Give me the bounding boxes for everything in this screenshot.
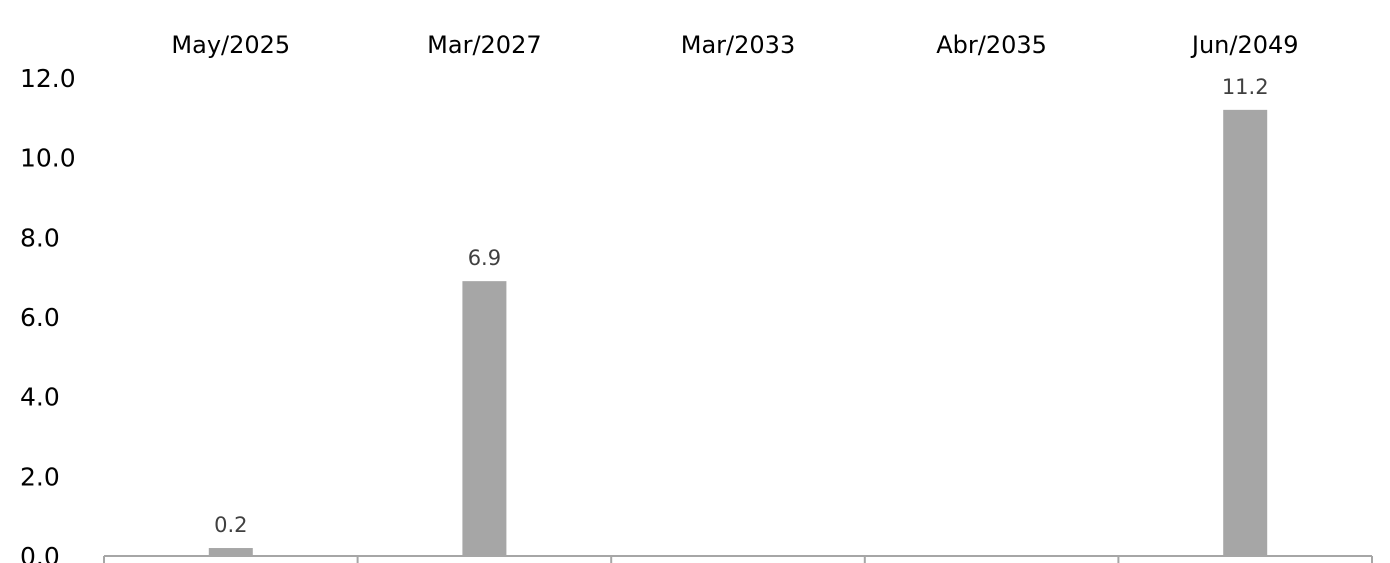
y-tick-label: 0.0: [20, 542, 60, 563]
data-label: 0.2: [214, 513, 247, 537]
bar-series: [208, 109, 1268, 556]
y-tick-label: 8.0: [20, 223, 60, 252]
x-axis: [103, 555, 1373, 563]
y-tick-label: 4.0: [20, 383, 60, 412]
data-labels: 0.2 6.9 11.2: [214, 75, 1268, 537]
category-label: Mar/2033: [681, 31, 795, 59]
category-label: Jun/2049: [1190, 31, 1299, 59]
y-tick-label: 6.0: [20, 303, 60, 332]
y-tick-label: 2.0: [20, 462, 60, 491]
bar: [1223, 109, 1268, 556]
category-labels: May/2025 Mar/2027 Mar/2033 Abr/2035 Jun/2049: [171, 31, 1298, 59]
y-axis-tick-labels: 0.0 2.0 4.0 6.0 8.0 10.0 12.0: [20, 64, 76, 563]
category-label: Abr/2035: [936, 31, 1047, 59]
bar: [208, 548, 253, 556]
y-tick-label: 10.0: [20, 144, 76, 173]
data-label: 11.2: [1222, 75, 1269, 99]
y-tick-label: 12.0: [20, 64, 76, 93]
category-label: Mar/2027: [427, 31, 541, 59]
data-label: 6.9: [468, 246, 501, 270]
bar: [462, 281, 507, 556]
category-label: May/2025: [171, 31, 290, 59]
